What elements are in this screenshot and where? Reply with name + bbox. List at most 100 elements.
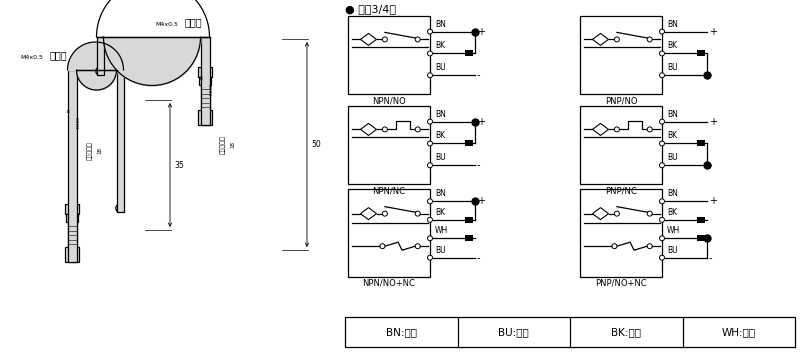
Circle shape <box>612 244 617 249</box>
Bar <box>465 235 473 241</box>
Bar <box>348 189 430 277</box>
Bar <box>65 247 79 262</box>
Circle shape <box>415 244 420 249</box>
Text: PNP/NO: PNP/NO <box>605 96 638 105</box>
Polygon shape <box>361 124 377 136</box>
Bar <box>697 235 705 241</box>
Text: BU: BU <box>667 246 678 254</box>
Text: BN: BN <box>667 20 678 29</box>
FancyBboxPatch shape <box>198 67 212 77</box>
Bar <box>198 110 212 125</box>
Text: NPN/NO+NC: NPN/NO+NC <box>362 279 415 288</box>
Bar <box>465 217 473 223</box>
Bar <box>697 140 705 146</box>
Text: 16: 16 <box>199 77 204 81</box>
Bar <box>465 50 473 56</box>
Text: PNP/NO+NC: PNP/NO+NC <box>595 279 647 288</box>
Text: BK: BK <box>435 42 445 50</box>
Circle shape <box>427 255 433 260</box>
Text: NPN/NC: NPN/NC <box>373 186 406 195</box>
Text: WH: WH <box>435 226 448 235</box>
Circle shape <box>415 127 420 132</box>
Circle shape <box>647 244 652 249</box>
Text: 发射端: 发射端 <box>50 50 68 60</box>
Circle shape <box>427 119 433 124</box>
Text: -: - <box>709 160 713 170</box>
Text: BU: BU <box>435 246 446 254</box>
Circle shape <box>647 127 652 132</box>
Text: BU: BU <box>667 153 678 162</box>
Text: BU: BU <box>667 63 678 72</box>
Text: -: - <box>709 253 713 263</box>
Text: NPN/NO: NPN/NO <box>372 96 406 105</box>
Circle shape <box>382 127 387 132</box>
Text: BU: BU <box>435 63 446 72</box>
Text: BK: BK <box>435 131 445 140</box>
Bar <box>67 70 77 262</box>
Circle shape <box>427 199 433 204</box>
Circle shape <box>427 141 433 146</box>
Bar <box>201 85 210 110</box>
Text: 35: 35 <box>174 161 184 170</box>
Bar <box>201 37 210 125</box>
Text: BU: BU <box>435 153 446 162</box>
Circle shape <box>614 127 619 132</box>
Bar <box>580 189 662 277</box>
Circle shape <box>659 236 665 241</box>
Text: +: + <box>709 196 717 206</box>
Circle shape <box>614 37 619 42</box>
Bar <box>580 16 662 94</box>
Polygon shape <box>361 33 377 45</box>
Bar <box>97 37 103 75</box>
Circle shape <box>96 67 104 75</box>
Text: BK: BK <box>667 208 677 217</box>
Bar <box>345 317 795 347</box>
Circle shape <box>427 51 433 56</box>
Circle shape <box>659 73 665 78</box>
Text: -: - <box>477 70 481 80</box>
Text: +: + <box>709 27 717 37</box>
Circle shape <box>427 29 433 34</box>
Circle shape <box>427 217 433 222</box>
Bar <box>348 106 430 184</box>
Text: BK:黑色: BK:黑色 <box>611 327 642 337</box>
Bar <box>465 140 473 146</box>
Text: 16: 16 <box>66 110 71 114</box>
Text: BU:兰色: BU:兰色 <box>498 327 529 337</box>
Circle shape <box>647 211 652 216</box>
Circle shape <box>614 211 619 216</box>
Circle shape <box>659 51 665 56</box>
Circle shape <box>659 199 665 204</box>
Text: +: + <box>477 196 485 206</box>
Bar <box>697 50 705 56</box>
Text: M4x0.5: M4x0.5 <box>155 22 178 27</box>
Text: BK: BK <box>667 131 677 140</box>
Bar <box>66 214 78 222</box>
FancyBboxPatch shape <box>65 204 79 214</box>
Text: BN: BN <box>667 109 678 119</box>
Text: BN: BN <box>435 109 446 119</box>
Circle shape <box>380 244 385 249</box>
Text: BN: BN <box>667 189 678 198</box>
Polygon shape <box>593 33 609 45</box>
Text: M4x0.5: M4x0.5 <box>20 55 43 60</box>
Bar <box>199 77 211 85</box>
Text: BK: BK <box>435 208 445 217</box>
Circle shape <box>427 236 433 241</box>
Text: WH:白色: WH:白色 <box>722 327 756 337</box>
Text: 防折保护架: 防折保护架 <box>87 142 93 161</box>
Text: 18: 18 <box>98 147 102 155</box>
Text: -: - <box>477 160 481 170</box>
Text: BN:棕色: BN:棕色 <box>386 327 417 337</box>
Bar <box>67 222 77 247</box>
Circle shape <box>116 204 124 212</box>
Text: PNP/NC: PNP/NC <box>605 186 637 195</box>
Text: 50: 50 <box>311 140 321 149</box>
Bar <box>580 106 662 184</box>
Circle shape <box>659 141 665 146</box>
Circle shape <box>659 119 665 124</box>
Circle shape <box>659 255 665 260</box>
Polygon shape <box>593 208 609 220</box>
Text: 端
体: 端 体 <box>209 85 212 96</box>
Text: 防折保护架: 防折保护架 <box>220 135 226 154</box>
